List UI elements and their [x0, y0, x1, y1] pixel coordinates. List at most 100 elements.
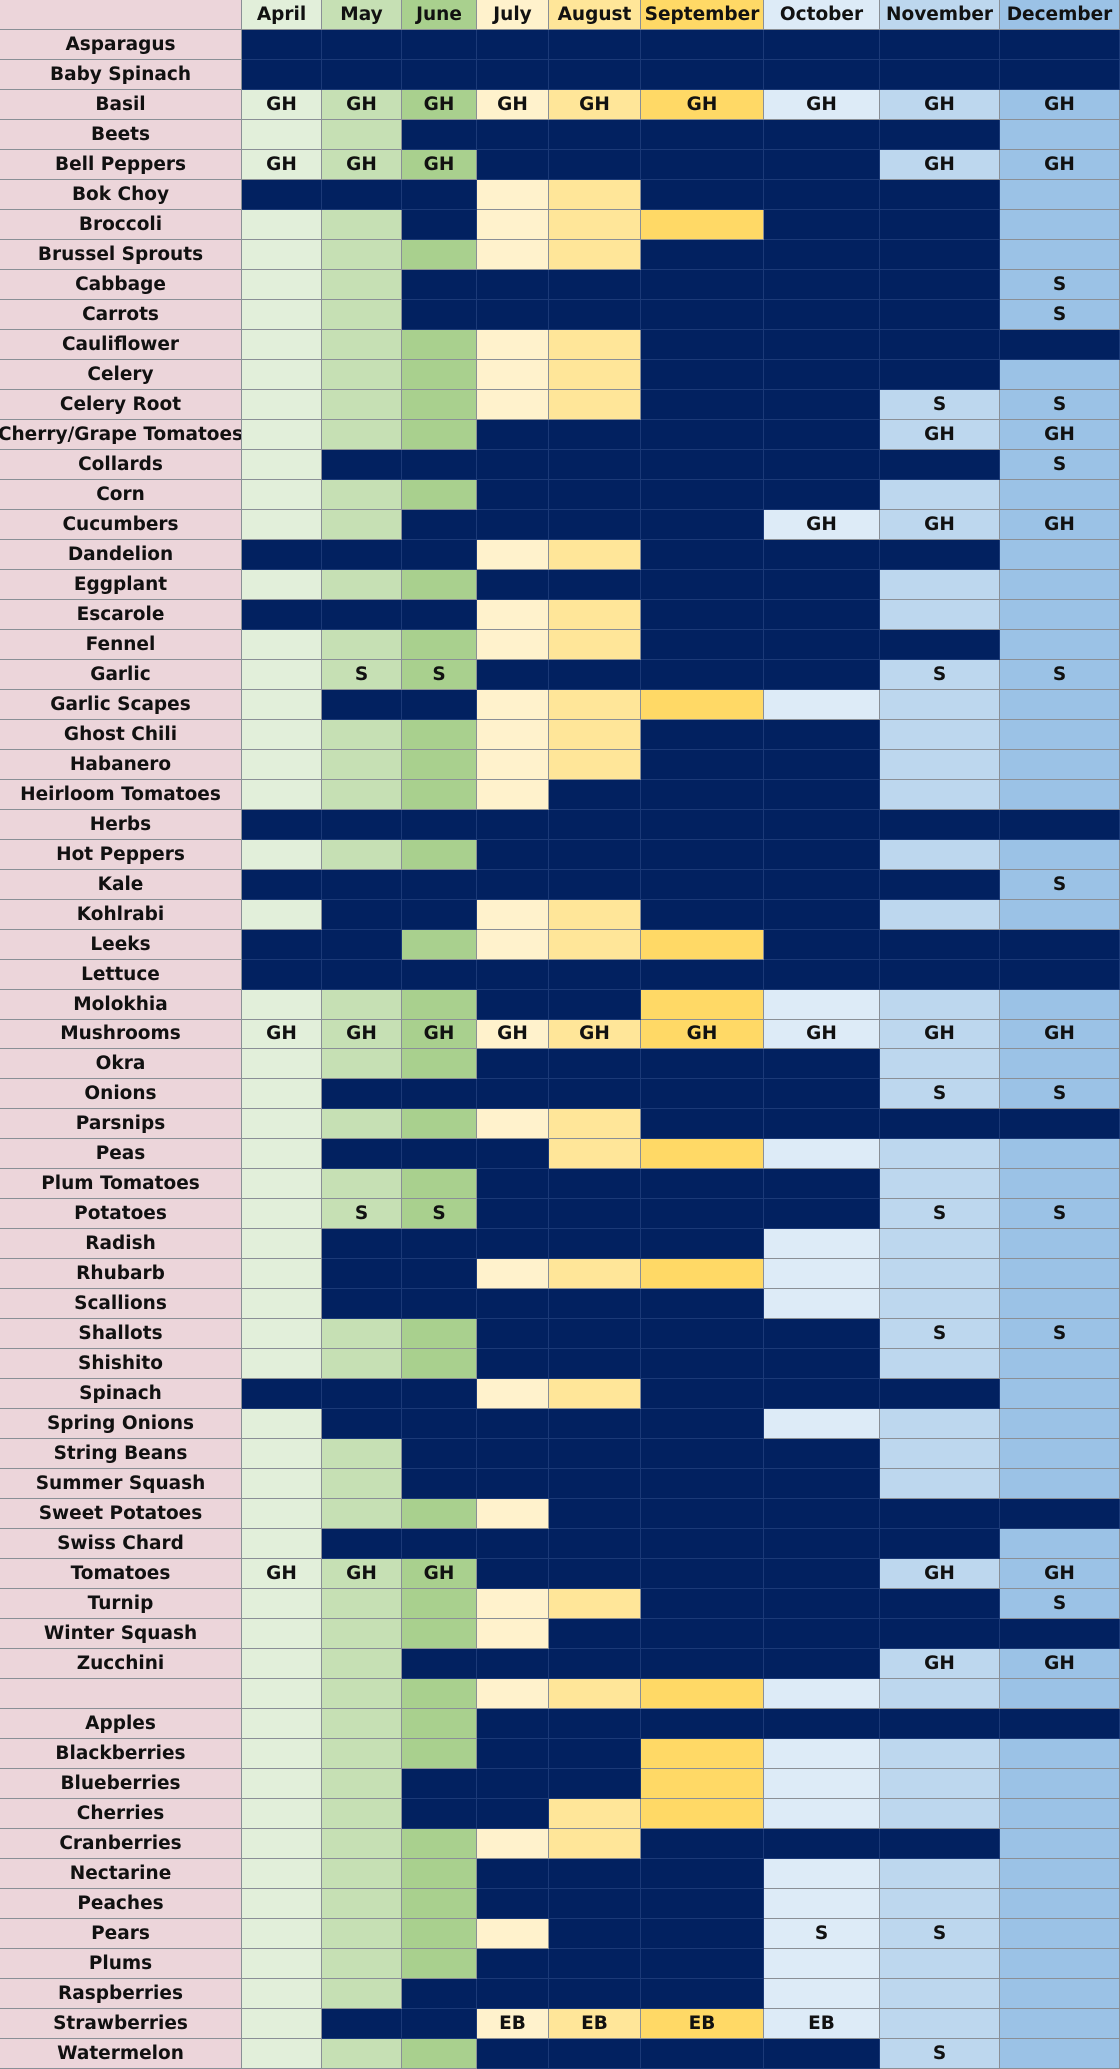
availability-cell [477, 299, 549, 330]
availability-cell: S [1000, 869, 1120, 900]
availability-cell [477, 1919, 549, 1950]
availability-cell: GH [242, 149, 322, 180]
availability-cell [641, 1499, 764, 1530]
availability-cell [402, 1169, 477, 1200]
availability-cell [880, 839, 1000, 870]
produce-name: Plum Tomatoes [0, 1169, 242, 1200]
availability-cell [402, 749, 477, 780]
availability-cell: EB [764, 2009, 880, 2039]
availability-cell [880, 1889, 1000, 1920]
produce-name: Molokhia [0, 989, 242, 1020]
availability-cell: GH [322, 1559, 402, 1590]
availability-cell [880, 1229, 1000, 1260]
availability-cell [880, 1589, 1000, 1620]
availability-cell [477, 1199, 549, 1230]
availability-cell [477, 1559, 549, 1590]
availability-cell [641, 1859, 764, 1890]
availability-cell [641, 1559, 764, 1590]
availability-cell [641, 1379, 764, 1410]
availability-cell [477, 539, 549, 570]
availability-cell [641, 629, 764, 660]
availability-cell: GH [322, 1019, 402, 1050]
availability-cell [322, 959, 402, 990]
availability-cell: GH [1000, 1559, 1120, 1590]
availability-cell [764, 869, 880, 900]
availability-cell [402, 1469, 477, 1500]
availability-cell [402, 1679, 477, 1710]
produce-name: Nectarine [0, 1859, 242, 1890]
availability-cell [477, 1589, 549, 1620]
availability-cell [641, 1589, 764, 1620]
produce-name: Sweet Potatoes [0, 1499, 242, 1530]
availability-cell [402, 1769, 477, 1800]
availability-cell [880, 1139, 1000, 1170]
availability-cell [477, 719, 549, 750]
availability-cell [1000, 1109, 1120, 1140]
availability-cell: GH [764, 89, 880, 120]
availability-cell [764, 299, 880, 330]
availability-cell [477, 1679, 549, 1710]
availability-cell [1000, 59, 1120, 90]
availability-cell [1000, 1859, 1120, 1890]
availability-cell [549, 1709, 641, 1740]
availability-cell [549, 449, 641, 480]
availability-cell [549, 419, 641, 450]
availability-cell [477, 1139, 549, 1170]
availability-cell [402, 1799, 477, 1830]
availability-cell [322, 1529, 402, 1560]
availability-cell [1000, 1619, 1120, 1650]
availability-cell [549, 989, 641, 1020]
availability-cell [402, 419, 477, 450]
availability-cell [402, 1949, 477, 1980]
availability-cell [477, 1979, 549, 2010]
availability-cell: GH [1000, 419, 1120, 450]
availability-cell [549, 929, 641, 960]
availability-cell [1000, 809, 1120, 840]
availability-cell [322, 539, 402, 570]
availability-cell [322, 239, 402, 270]
availability-cell [242, 659, 322, 690]
availability-cell [880, 1259, 1000, 1290]
availability-cell [764, 59, 880, 90]
availability-cell [242, 1829, 322, 1860]
availability-cell: S [1000, 659, 1120, 690]
availability-cell [641, 299, 764, 330]
availability-cell [322, 329, 402, 360]
availability-cell [880, 299, 1000, 330]
availability-cell [402, 1139, 477, 1170]
availability-cell [402, 1919, 477, 1950]
availability-cell: S [322, 659, 402, 690]
availability-cell [764, 29, 880, 60]
availability-cell [322, 869, 402, 900]
availability-cell [641, 479, 764, 510]
availability-cell [641, 1829, 764, 1860]
availability-cell [402, 1439, 477, 1470]
availability-cell [641, 1739, 764, 1770]
produce-name: Lettuce [0, 959, 242, 990]
availability-cell [880, 749, 1000, 780]
availability-cell [641, 1079, 764, 1110]
produce-name: Celery [0, 359, 242, 390]
availability-cell [402, 2039, 477, 2069]
availability-cell [641, 359, 764, 390]
availability-cell [549, 149, 641, 180]
availability-cell [1000, 749, 1120, 780]
availability-cell [402, 779, 477, 810]
availability-cell [322, 809, 402, 840]
availability-cell: GH [880, 149, 1000, 180]
header-corner-cell [0, 0, 242, 30]
availability-cell [1000, 1049, 1120, 1080]
availability-cell [242, 179, 322, 210]
availability-cell [242, 1139, 322, 1170]
availability-cell [1000, 1799, 1120, 1830]
produce-name: Ghost Chili [0, 719, 242, 750]
availability-cell [549, 899, 641, 930]
availability-cell [549, 1589, 641, 1620]
availability-cell [549, 179, 641, 210]
availability-cell [477, 509, 549, 540]
availability-cell [477, 1799, 549, 1830]
availability-cell [1000, 959, 1120, 990]
availability-cell [764, 1829, 880, 1860]
availability-cell: EB [477, 2009, 549, 2039]
availability-cell [242, 419, 322, 450]
